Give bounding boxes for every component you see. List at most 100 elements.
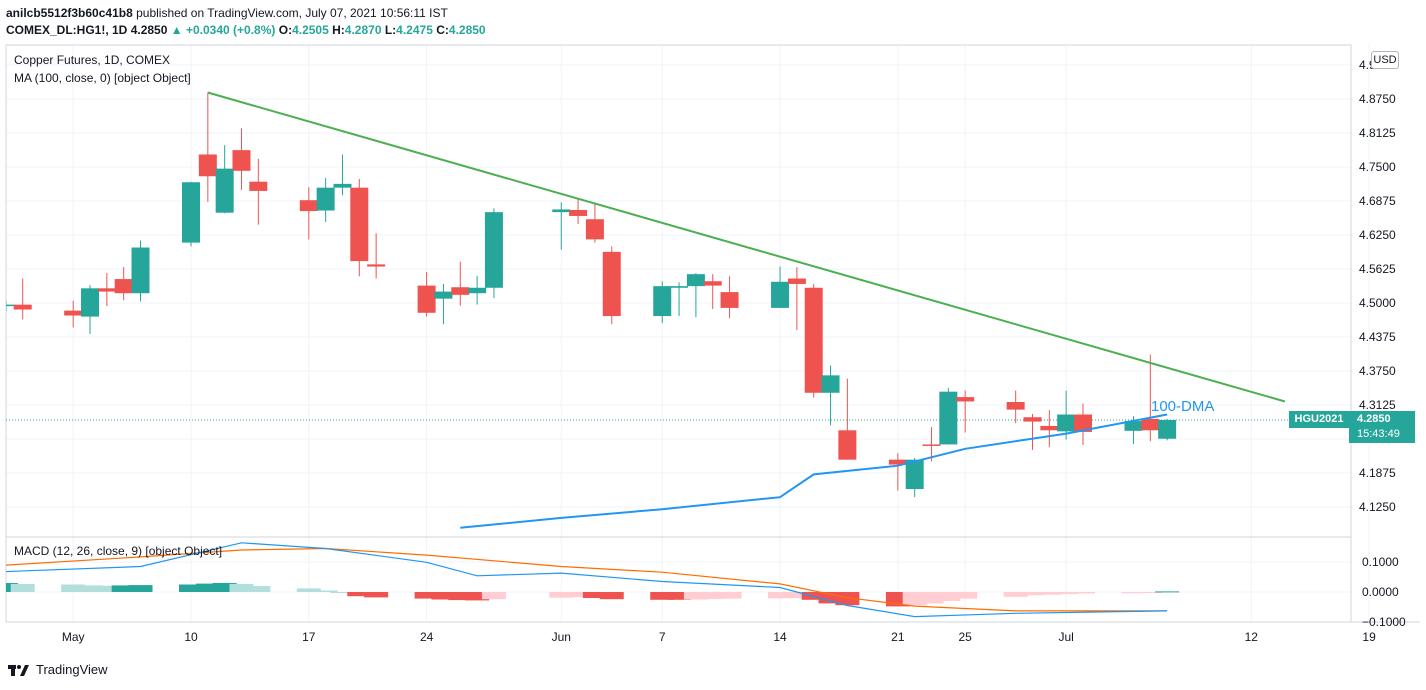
price-tick-label: 4.6875: [1359, 194, 1396, 208]
macd-histogram-bar: [768, 592, 793, 599]
open-label: O:: [278, 23, 293, 37]
candle-body: [552, 209, 571, 213]
macd-signal-line: [6, 547, 1168, 612]
up-arrow-icon: ▲: [170, 23, 183, 37]
price-tick-label: 4.1250: [1359, 500, 1396, 514]
macd-histogram-bar: [313, 590, 338, 592]
candle-body: [114, 279, 133, 294]
candle: [468, 275, 487, 305]
macd-histogram-bar: [212, 583, 237, 592]
candle-body: [922, 444, 941, 446]
price-tick-label: 4.3125: [1359, 398, 1396, 412]
time-tick-label: May: [62, 630, 85, 644]
candle-body: [333, 183, 352, 188]
time-tick-label: Jun: [552, 630, 571, 644]
candle-body: [1124, 421, 1143, 431]
candle-body: [602, 251, 621, 317]
time-tick-label: 12: [1245, 630, 1259, 644]
ma-100-line: [460, 413, 1168, 529]
macd-histogram-bar: [296, 588, 321, 592]
candle: [198, 92, 217, 202]
candle-body: [771, 281, 790, 308]
candle-body: [1158, 419, 1177, 439]
candle-body: [350, 187, 369, 262]
candle: [771, 266, 790, 308]
candle: [1023, 413, 1042, 450]
macd-histogram-bar: [195, 583, 220, 592]
series-title[interactable]: Copper Futures, 1D, COMEX: [14, 53, 171, 67]
time-tick-label: Jul: [1058, 630, 1073, 644]
author-name[interactable]: anilcb5512f3b60c41b8: [6, 6, 133, 20]
price-tag: 4.2850 15:43:49: [1349, 411, 1415, 443]
candle-body: [198, 154, 217, 177]
candle-body: [131, 247, 150, 294]
candle: [905, 458, 924, 498]
candle: [821, 365, 840, 426]
macd-histogram-bar: [364, 592, 389, 598]
currency-button[interactable]: USD: [1371, 51, 1399, 69]
candle: [114, 267, 133, 301]
candle-body: [182, 182, 200, 243]
price-tick-label: 4.8125: [1359, 126, 1396, 140]
candle: [804, 283, 823, 398]
candle: [838, 378, 857, 460]
countdown: 15:43:49: [1357, 428, 1400, 440]
candle: [1006, 390, 1025, 424]
publish-info: anilcb5512f3b60c41b8 published on Tradin…: [6, 6, 448, 20]
macd-histogram-bar: [650, 592, 675, 600]
candle-body: [720, 292, 739, 308]
time-tick-label: 19: [1362, 630, 1376, 644]
candle-body: [686, 274, 705, 287]
macd-histogram-bar: [414, 592, 439, 599]
macd-histogram-bar: [229, 583, 254, 592]
candle: [922, 427, 941, 462]
candle-body: [417, 285, 436, 313]
symbol-label: COMEX_DL:HG1!, 1D: [6, 23, 128, 37]
tradingview-logo-icon[interactable]: [8, 663, 30, 677]
macd-histogram-bar: [717, 592, 742, 599]
macd-histogram-bar: [1155, 591, 1180, 593]
candle-body: [804, 287, 823, 393]
price-tick-label: 4.5625: [1359, 262, 1396, 276]
candle: [350, 178, 369, 277]
candle: [97, 273, 116, 307]
main-pane: [6, 91, 1351, 529]
macd-histogram-bar: [10, 583, 35, 592]
price-tick-label: 4.8750: [1359, 92, 1396, 106]
candle-body: [939, 391, 958, 445]
time-tick-label: 21: [891, 630, 905, 644]
candle-body: [670, 286, 689, 288]
low-value: 4.2475: [396, 23, 433, 37]
candle: [686, 273, 705, 318]
macd-histogram-bar: [61, 584, 86, 592]
candle-body: [888, 459, 907, 465]
price-tick-label: 4.6250: [1359, 228, 1396, 242]
macd-histogram-bar: [549, 592, 574, 598]
candle-body: [484, 212, 503, 288]
candle: [367, 233, 386, 279]
macd-histogram-bar: [448, 592, 473, 601]
candle: [569, 198, 588, 225]
macd-histogram-bar: [1003, 592, 1028, 597]
macd-legend[interactable]: MACD (12, 26, close, 9) [object Object]: [14, 544, 223, 558]
candle-body: [1006, 402, 1025, 410]
candle: [64, 300, 83, 328]
candle: [299, 187, 318, 240]
candle-body: [1141, 418, 1160, 431]
time-tick-label: 14: [773, 630, 787, 644]
candle-body: [585, 219, 604, 240]
candle: [653, 281, 672, 324]
candle: [131, 240, 150, 302]
macd-histogram-bar: [667, 592, 692, 600]
macd-tick-label: −0.1000: [1362, 615, 1406, 629]
candle-body: [703, 281, 722, 286]
ma-legend[interactable]: MA (100, close, 0) [object Object]: [14, 71, 191, 85]
candle: [215, 145, 234, 214]
candle: [939, 387, 958, 445]
macd-histogram-bar: [953, 592, 978, 599]
macd-histogram-bar: [1070, 592, 1095, 594]
dma-annotation: 100-DMA: [1151, 398, 1215, 415]
brand-name[interactable]: TradingView: [36, 662, 108, 677]
footer: TradingView: [8, 662, 108, 677]
